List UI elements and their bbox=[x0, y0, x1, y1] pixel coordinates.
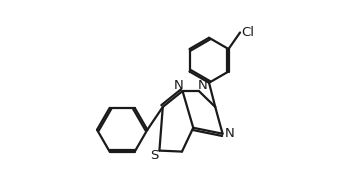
Text: N: N bbox=[174, 79, 184, 92]
Text: N: N bbox=[225, 127, 235, 140]
Text: N: N bbox=[198, 79, 208, 92]
Text: S: S bbox=[150, 149, 158, 162]
Text: Cl: Cl bbox=[241, 26, 254, 39]
